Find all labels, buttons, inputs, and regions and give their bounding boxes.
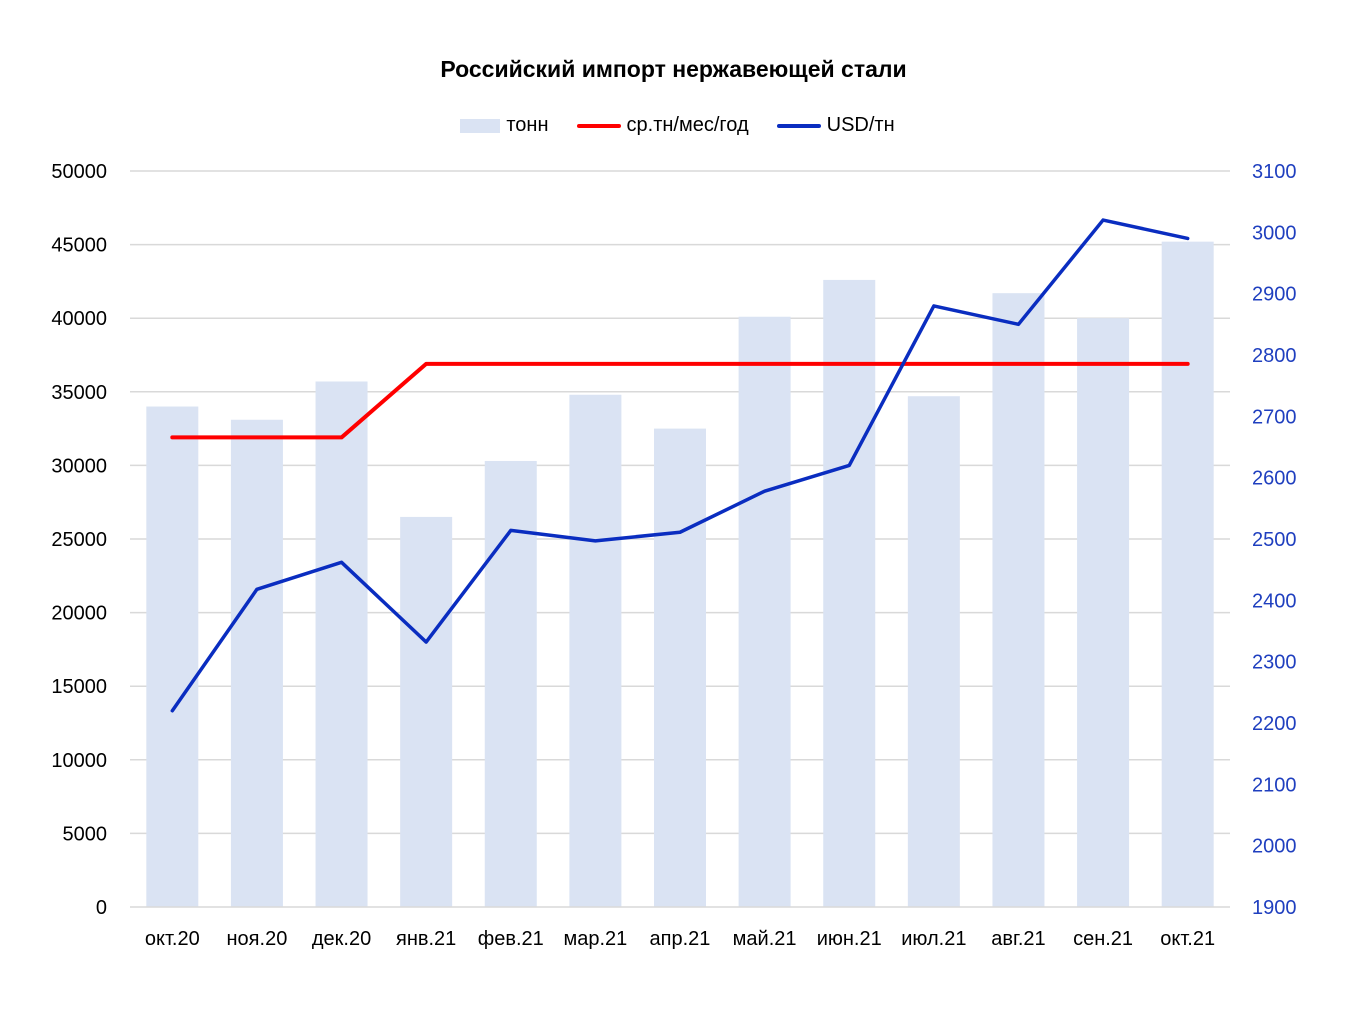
x-tick-label: апр.21: [650, 928, 711, 950]
y-left-tick-label: 50000: [51, 161, 107, 183]
bar-tonnes: [1161, 241, 1214, 907]
bar-tonnes: [569, 394, 622, 907]
y-right-tick-label: 2600: [1252, 468, 1297, 490]
legend-label-tonnes: тонн: [506, 114, 549, 136]
x-tick-label: май.21: [733, 928, 797, 950]
y-left-tick-label: 45000: [51, 235, 107, 257]
bar-tonnes: [484, 460, 537, 907]
y-left-tick-label: 20000: [51, 603, 107, 625]
legend-swatch-price: [776, 123, 821, 128]
x-tick-label: окт.20: [145, 928, 200, 950]
y-left-tick-label: 15000: [51, 676, 107, 698]
legend-swatch-average: [576, 123, 621, 128]
bar-tonnes: [738, 316, 791, 907]
x-tick-label: сен.21: [1073, 928, 1133, 950]
y-right-tick-label: 3000: [1252, 222, 1297, 244]
y-left-tick-label: 10000: [51, 750, 107, 772]
y-right-tick-label: 2200: [1252, 713, 1297, 735]
x-tick-label: ноя.20: [227, 928, 288, 950]
y-left-tick-label: 40000: [51, 308, 107, 330]
x-tick-label: июл.21: [901, 928, 966, 950]
y-right-tick-label: 2100: [1252, 774, 1297, 796]
bar-tonnes: [654, 428, 706, 907]
bar-tonnes: [907, 396, 960, 907]
bar-tonnes: [823, 279, 876, 908]
x-tick-label: авг.21: [991, 928, 1045, 950]
legend: тонн ср.тн/мес/год USD/тн: [0, 114, 1355, 137]
x-tick-label: мар.21: [563, 928, 627, 950]
y-left-tick-label: 25000: [51, 529, 107, 551]
y-right-tick-label: 2500: [1252, 529, 1297, 551]
x-tick-label: фев.21: [478, 928, 544, 950]
legend-item-price: USD/тн: [776, 114, 895, 137]
y-left-tick-label: 5000: [63, 823, 108, 845]
y-right-tick-label: 2400: [1252, 590, 1297, 612]
y-right-tick-label: 2000: [1252, 836, 1297, 858]
x-tick-label: дек.20: [312, 928, 371, 950]
legend-label-average: ср.тн/мес/год: [626, 114, 749, 136]
y-right-tick-label: 2800: [1252, 345, 1297, 367]
legend-swatch-tonnes: [460, 118, 501, 133]
y-right-tick-label: 2900: [1252, 284, 1297, 306]
legend-item-tonnes: тонн: [460, 114, 549, 137]
y-right-tick-label: 2300: [1252, 652, 1297, 674]
y-right-tick-label: 3100: [1252, 161, 1297, 183]
legend-item-average: ср.тн/мес/год: [576, 114, 749, 137]
bar-tonnes: [146, 406, 199, 907]
y-left-tick-label: 30000: [51, 455, 107, 477]
bar-tonnes: [230, 419, 283, 907]
legend-label-price: USD/тн: [826, 114, 895, 136]
bar-tonnes: [400, 516, 453, 907]
x-tick-label: окт.21: [1160, 928, 1215, 950]
y-left-tick-label: 35000: [51, 382, 107, 404]
y-right-tick-label: 2700: [1252, 406, 1297, 428]
x-tick-label: июн.21: [817, 928, 882, 950]
y-left-tick-label: 0: [96, 897, 107, 919]
bar-tonnes: [992, 293, 1045, 907]
chart-title: Российский импорт нержавеющей стали: [440, 56, 907, 82]
bar-tonnes: [315, 381, 368, 908]
x-tick-label: янв.21: [396, 928, 456, 950]
y-right-tick-label: 1900: [1252, 897, 1297, 919]
bar-tonnes: [1077, 318, 1130, 907]
